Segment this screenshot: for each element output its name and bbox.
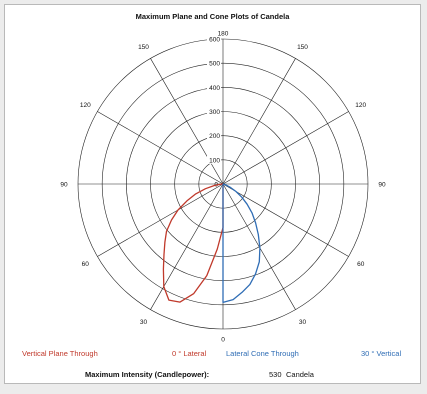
grid-spoke [97,183,224,257]
angle-label-right: 90 [378,182,386,189]
angle-label-right-upper-outer: 150 [297,44,308,51]
chart-panel: Maximum Plane and Cone Plots of Candela … [4,4,421,384]
legend-series2-label: Lateral Cone Through [226,349,299,358]
angle-label-right-upper-mid: 120 [355,102,366,109]
grid-spoke [222,58,296,185]
angle-label-top: 180 [218,31,229,38]
legend-series1-label: Vertical Plane Through [22,349,98,358]
angle-label-left: 90 [60,182,68,189]
grid-spoke [222,183,349,257]
grid-spoke [222,111,349,185]
radial-tick-label: 300 [209,109,220,116]
angle-label-left-upper-outer: 150 [138,44,149,51]
grid-spoke [97,111,224,185]
series-1-curve [162,183,224,303]
grid-spoke [150,183,224,310]
max-intensity-label: Maximum Intensity (Candlepower): [85,370,210,379]
radial-tick-label: 200 [209,133,220,140]
angle-label-right-lower-mid: 60 [357,261,365,268]
angle-label-left-lower-mid: 60 [82,261,90,268]
radial-tick-label: 100 [209,157,220,164]
radial-tick-label: 600 [209,37,220,44]
tick-label-bg [207,155,221,164]
tick-label-bg [207,107,221,116]
max-intensity-unit: Candela [286,370,314,379]
angle-label-left-lower-outer: 30 [140,319,148,326]
grid-spoke [150,58,224,185]
polar-plot: 1002003004005006000180015012090603015012… [60,31,386,344]
tick-label-bg [207,83,221,92]
tick-label-bg [207,35,221,43]
legend-series1-value: 0 ° Lateral [172,349,207,358]
angle-label-bottom: 0 [221,337,225,344]
radial-tick-label: 400 [209,85,220,92]
tick-label-bg [207,59,221,68]
radial-tick-label: 500 [209,61,220,68]
legend-series2-value: 30 ° Vertical [361,349,402,358]
angle-label-left-upper-mid: 120 [80,102,91,109]
chart-title: Maximum Plane and Cone Plots of Candela [135,12,290,21]
angle-label-right-lower-outer: 30 [299,319,307,326]
max-intensity-value: 530 [269,370,282,379]
tick-label-bg [207,131,221,140]
series-2-curve [222,183,261,304]
